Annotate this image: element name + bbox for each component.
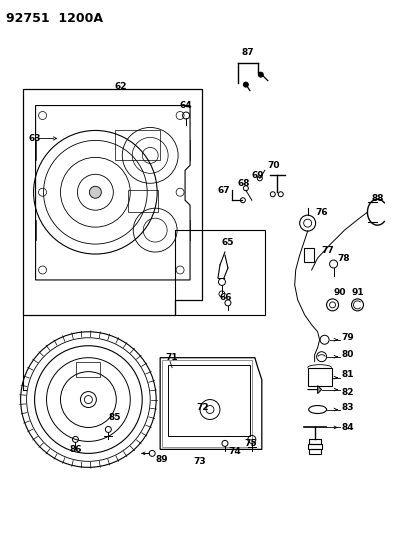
Text: 67: 67	[217, 186, 230, 195]
Circle shape	[89, 186, 101, 198]
Text: 81: 81	[341, 370, 353, 379]
Bar	[115, 131, 160, 160]
Bar	[76, 362, 100, 377]
Text: 82: 82	[341, 388, 353, 397]
Bar	[162, 360, 251, 447]
Text: 70: 70	[267, 161, 280, 170]
Polygon shape	[307, 385, 321, 393]
Text: 90: 90	[333, 288, 345, 297]
Text: 85: 85	[108, 413, 121, 422]
Bar	[303, 248, 313, 262]
Text: 75: 75	[243, 439, 256, 448]
Text: 88: 88	[370, 193, 383, 203]
Text: 77: 77	[321, 246, 334, 255]
Text: 84: 84	[341, 423, 353, 432]
Text: 79: 79	[341, 333, 354, 342]
Text: 76: 76	[315, 208, 328, 217]
Circle shape	[258, 72, 263, 77]
Text: 68: 68	[237, 179, 250, 188]
Text: 63: 63	[28, 134, 41, 143]
Bar	[308, 439, 320, 445]
Text: 69: 69	[251, 171, 264, 180]
Bar	[307, 445, 321, 449]
Text: 62: 62	[114, 82, 126, 91]
Text: 92751  1200A: 92751 1200A	[6, 12, 102, 26]
Text: 72: 72	[196, 403, 208, 412]
Text: 71: 71	[165, 353, 177, 362]
Text: 87: 87	[241, 48, 254, 57]
Text: 80: 80	[341, 350, 353, 359]
Text: 78: 78	[337, 254, 349, 263]
Text: 74: 74	[228, 447, 240, 456]
Bar	[128, 190, 158, 212]
Text: 86: 86	[69, 445, 81, 454]
Text: 73: 73	[193, 457, 206, 466]
Text: 65: 65	[221, 238, 234, 247]
Circle shape	[243, 82, 248, 87]
Text: 66: 66	[219, 293, 232, 302]
Text: 89: 89	[155, 455, 167, 464]
Text: 83: 83	[341, 403, 353, 412]
Text: 91: 91	[351, 288, 363, 297]
Bar	[308, 449, 320, 454]
Bar	[307, 368, 331, 385]
Bar	[168, 365, 249, 437]
Text: 64: 64	[179, 101, 192, 110]
